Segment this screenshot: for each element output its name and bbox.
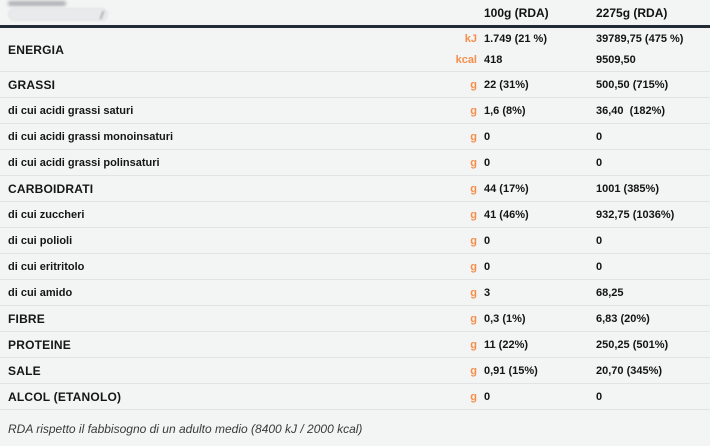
unit-cell: g [470, 312, 477, 325]
rda-footnote: RDA rispetto il fabbisogno di un adulto … [8, 422, 363, 436]
value-100g: 0 [484, 156, 491, 169]
table-row: SALE g 0,91 (15%) 20,70 (345%) [0, 358, 710, 384]
value-2275g: 250,25 (501%) [596, 338, 669, 351]
row-label: GRASSI [8, 77, 56, 92]
value-100g: 1.749 (21 %) [484, 32, 547, 45]
unit-cell: kJ [464, 32, 477, 45]
row-label: SALE [8, 363, 41, 378]
row-label: di cui acidi grassi polinsaturi [8, 156, 160, 169]
value-2275g: 39789,75 (475 %) [596, 32, 684, 45]
table-row: CARBOIDRATI g 44 (17%) 1001 (385%) [0, 176, 710, 202]
value-100g: 0 [484, 390, 491, 403]
table-row: di cui acidi grassi monoinsaturi g 0 0 [0, 124, 710, 150]
table-row: di cui polioli g 0 0 [0, 228, 710, 254]
table-row: FIBRE g 0,3 (1%) 6,83 (20%) [0, 306, 710, 332]
unit-cell: g [470, 286, 477, 299]
value-100g: 1,6 (8%) [484, 104, 526, 117]
value-2275g: 0 [596, 390, 603, 403]
table-row: di cui acidi grassi polinsaturi g 0 0 [0, 150, 710, 176]
row-label: ALCOL (ETANOLO) [8, 389, 122, 404]
blurred-label [8, 1, 66, 6]
value-100g: 0 [484, 234, 491, 247]
value-2275g: 1001 (385%) [596, 182, 659, 195]
table-row: GRASSI g 22 (31%) 500,50 (715%) [0, 72, 710, 98]
table-row: di cui amido g 3 68,25 [0, 280, 710, 306]
row-label: di cui eritritolo [8, 260, 85, 273]
row-label: FIBRE [8, 311, 45, 326]
unit-cell: g [470, 104, 477, 117]
value-100g: 22 (31%) [484, 78, 529, 91]
value-2275g: 0 [596, 234, 603, 247]
table-header-row: 100g (RDA) 2275g (RDA) [0, 0, 710, 25]
column-header-100g: 100g (RDA) [484, 5, 549, 20]
value-100g: 0 [484, 130, 491, 143]
unit-cell: g [470, 364, 477, 377]
table-row: PROTEINE g 11 (22%) 250,25 (501%) [0, 332, 710, 358]
value-100g: 418 [484, 54, 503, 67]
value-100g: 41 (46%) [484, 208, 529, 221]
value-2275g: 0 [596, 156, 603, 169]
header-divider [0, 25, 710, 28]
value-2275g: 36,40 (182%) [596, 104, 666, 117]
unit-cell: g [470, 78, 477, 91]
table-row: di cui acidi grassi saturi g 1,6 (8%) 36,40… [0, 98, 710, 124]
value-100g: 0,91 (15%) [484, 364, 538, 377]
nutrition-table: ENERGIA kJ 1.749 (21 %) 39789,75 (475 %) kca… [0, 28, 710, 410]
unit-cell: g [470, 208, 477, 221]
unit-cell: g [470, 390, 477, 403]
unit-cell: g [470, 130, 477, 143]
value-2275g: 0 [596, 260, 603, 273]
column-header-2275g: 2275g (RDA) [596, 5, 668, 20]
value-2275g: 20,70 (345%) [596, 364, 663, 377]
value-2275g: 500,50 (715%) [596, 78, 669, 91]
table-row: ENERGIA kJ 1.749 (21 %) 39789,75 (475 %) kca… [0, 28, 710, 72]
unit-cell: kcal [455, 54, 477, 67]
blurred-input[interactable] [8, 8, 108, 21]
table-row: ALCOL (ETANOLO) g 0 0 [0, 384, 710, 410]
row-label: di cui acidi grassi saturi [8, 104, 134, 117]
value-2275g: 68,25 [596, 286, 624, 299]
row-label: di cui acidi grassi monoinsaturi [8, 130, 174, 143]
table-row: di cui eritritolo g 0 0 [0, 254, 710, 280]
row-label: CARBOIDRATI [8, 181, 94, 196]
unit-cell: g [470, 260, 477, 273]
value-2275g: 6,83 (20%) [596, 312, 650, 325]
unit-cell: g [470, 156, 477, 169]
value-100g: 0,3 (1%) [484, 312, 526, 325]
unit-cell: g [470, 338, 477, 351]
value-100g: 3 [484, 286, 491, 299]
row-label: di cui zuccheri [8, 208, 85, 221]
unit-cell: g [470, 234, 477, 247]
row-label: di cui amido [8, 286, 73, 299]
value-100g: 44 (17%) [484, 182, 529, 195]
row-label: di cui polioli [8, 234, 73, 247]
row-label: ENERGIA [8, 42, 65, 57]
table-row: di cui zuccheri g 41 (46%) 932,75 (1036%) [0, 202, 710, 228]
value-100g: 0 [484, 260, 491, 273]
value-2275g: 9509,50 [596, 54, 636, 67]
check-icon [95, 11, 105, 19]
value-100g: 11 (22%) [484, 338, 529, 351]
row-label: PROTEINE [8, 337, 71, 352]
value-2275g: 0 [596, 130, 603, 143]
value-2275g: 932,75 (1036%) [596, 208, 675, 221]
unit-cell: g [470, 182, 477, 195]
